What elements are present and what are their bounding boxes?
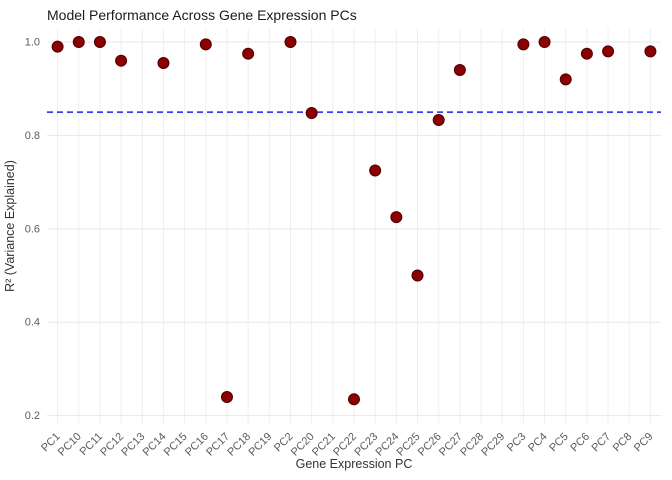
x-tick-label: PC24 xyxy=(374,431,402,459)
x-tick-label: PC5 xyxy=(547,431,571,455)
x-tick-label: PC19 xyxy=(246,431,274,459)
x-tick-label: PC14 xyxy=(141,431,169,459)
data-point-PC23[interactable] xyxy=(369,164,382,177)
data-point-PC17[interactable] xyxy=(220,390,233,403)
x-tick-label: PC28 xyxy=(458,431,486,459)
data-point-PC2[interactable] xyxy=(284,36,297,49)
x-tick-label: PC3 xyxy=(505,431,529,455)
data-point-PC6[interactable] xyxy=(580,47,593,60)
data-point-PC20[interactable] xyxy=(305,107,318,120)
x-tick-label: PC17 xyxy=(204,431,232,459)
data-point-PC7[interactable] xyxy=(602,45,615,58)
y-tick-label: 1.0 xyxy=(25,37,40,49)
data-point-PC12[interactable] xyxy=(115,54,128,67)
x-tick-label: PC21 xyxy=(310,431,338,459)
x-tick-label: PC18 xyxy=(225,431,253,459)
x-tick-label: PC22 xyxy=(331,431,359,459)
y-axis-title: R² (Variance Explained) xyxy=(3,160,17,292)
data-point-PC18[interactable] xyxy=(242,47,255,60)
x-tick-label: PC23 xyxy=(352,431,380,459)
data-point-PC16[interactable] xyxy=(199,38,212,51)
x-tick-label: PC4 xyxy=(526,431,550,455)
x-tick-label: PC12 xyxy=(98,431,126,459)
x-tick-label: PC16 xyxy=(183,431,211,459)
data-point-PC11[interactable] xyxy=(93,36,106,49)
x-axis-title: Gene Expression PC xyxy=(296,457,413,471)
data-point-PC26[interactable] xyxy=(432,114,445,127)
y-tick-label: 0.6 xyxy=(25,223,40,235)
data-point-PC5[interactable] xyxy=(559,73,572,86)
data-point-PC10[interactable] xyxy=(72,36,85,49)
y-tick-label: 0.2 xyxy=(25,410,40,422)
x-tick-label: PC20 xyxy=(289,431,317,459)
x-tick-label: PC25 xyxy=(395,431,423,459)
data-point-PC1[interactable] xyxy=(51,40,64,53)
data-point-PC14[interactable] xyxy=(157,57,170,70)
chart-title: Model Performance Across Gene Expression… xyxy=(47,7,357,23)
data-point-PC9[interactable] xyxy=(644,45,657,58)
x-tick-label: PC13 xyxy=(119,431,147,459)
data-point-PC24[interactable] xyxy=(390,211,403,224)
plot-area: 0.20.40.60.81.0PC1PC10PC11PC12PC13PC14PC… xyxy=(25,28,661,459)
x-tick-label: PC9 xyxy=(632,431,656,455)
data-point-PC3[interactable] xyxy=(517,38,530,51)
x-tick-label: PC29 xyxy=(479,431,507,459)
data-point-PC22[interactable] xyxy=(348,393,360,406)
data-point-PC25[interactable] xyxy=(411,269,424,282)
x-tick-label: PC26 xyxy=(416,431,444,459)
y-tick-label: 0.4 xyxy=(25,317,40,329)
x-tick-label: PC8 xyxy=(611,431,635,455)
x-tick-label: PC7 xyxy=(590,431,614,455)
data-point-PC27[interactable] xyxy=(453,64,466,77)
x-tick-label: PC6 xyxy=(568,431,592,455)
x-tick-label: PC27 xyxy=(437,431,465,459)
x-tick-label: PC15 xyxy=(162,431,190,459)
x-tick-label: PC10 xyxy=(56,431,84,459)
data-point-PC4[interactable] xyxy=(538,36,551,49)
y-tick-label: 0.8 xyxy=(25,130,40,142)
